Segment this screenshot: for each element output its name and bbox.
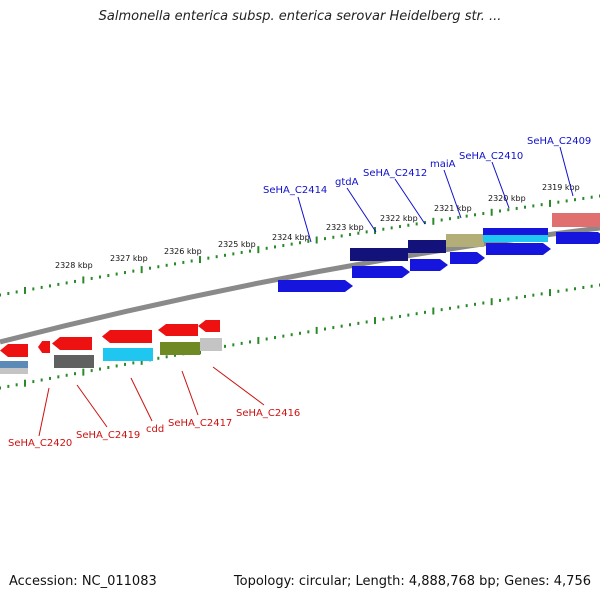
label-leader-line bbox=[38, 387, 50, 437]
label-leader-line bbox=[76, 384, 108, 428]
gene-arrow bbox=[352, 266, 410, 278]
reverse-gene-label: cdd bbox=[146, 424, 164, 435]
cog-bar bbox=[483, 228, 548, 235]
forward-gene-label: gtdA bbox=[335, 177, 359, 188]
reverse-gene-label: SeHA_C2420 bbox=[8, 438, 72, 449]
cog-bar bbox=[552, 213, 600, 227]
kbp-label: 2325 kbp bbox=[218, 240, 256, 249]
reverse-gene-label: SeHA_C2417 bbox=[168, 418, 232, 429]
gene-arrow bbox=[52, 337, 92, 350]
gene-arrow bbox=[278, 280, 353, 292]
topology-text: Topology: circular; Length: 4,888,768 bp… bbox=[233, 574, 591, 589]
cog-bar bbox=[0, 361, 28, 368]
gene-arrow bbox=[198, 320, 220, 332]
map-title: Salmonella enterica subsp. enterica sero… bbox=[98, 9, 502, 24]
gene-arrow bbox=[450, 252, 485, 264]
gene-arrow bbox=[158, 324, 198, 336]
cog-bar bbox=[160, 342, 200, 355]
forward-gene-label: maiA bbox=[430, 159, 456, 170]
gene-arrow bbox=[556, 232, 600, 244]
cog-bar bbox=[446, 234, 484, 247]
label-leader-line bbox=[346, 187, 377, 233]
kbp-label: 2326 kbp bbox=[164, 247, 202, 256]
forward-gene-label: SeHA_C2412 bbox=[363, 168, 427, 179]
label-leader-line bbox=[491, 161, 510, 209]
gene-arrow bbox=[102, 330, 152, 343]
cog-bar bbox=[54, 355, 94, 368]
kbp-label: 2319 kbp bbox=[542, 183, 580, 192]
cog-bar bbox=[350, 248, 408, 261]
label-leader-line bbox=[443, 169, 462, 219]
inner-tick-ring bbox=[0, 283, 600, 390]
cog-bar bbox=[0, 368, 28, 374]
label-leader-line bbox=[297, 196, 312, 243]
label-leader-line bbox=[130, 377, 153, 422]
label-leader-line bbox=[181, 370, 199, 416]
cog-bar bbox=[103, 348, 153, 361]
kbp-label: 2320 kbp bbox=[488, 194, 526, 203]
gene-arrow bbox=[0, 344, 28, 357]
kbp-label: 2321 kbp bbox=[434, 204, 472, 213]
label-leader-line bbox=[394, 178, 426, 225]
position-labels: 2328 kbp 2327 kbp 2326 kbp 2325 kbp 2324 kbp… bbox=[55, 183, 580, 270]
reverse-gene-label: SeHA_C2416 bbox=[236, 408, 300, 419]
cog-bar bbox=[483, 235, 548, 242]
forward-gene-label: SeHA_C2409 bbox=[527, 136, 591, 147]
gene-arrow bbox=[38, 341, 50, 353]
label-leader-line bbox=[559, 146, 574, 197]
cog-bar bbox=[200, 338, 222, 351]
kbp-label: 2328 kbp bbox=[55, 261, 93, 270]
kbp-label: 2322 kbp bbox=[380, 214, 418, 223]
kbp-label: 2327 kbp bbox=[110, 254, 148, 263]
kbp-label: 2324 kbp bbox=[272, 233, 310, 242]
cog-bar bbox=[408, 240, 446, 253]
gene-track bbox=[0, 213, 600, 374]
forward-gene-label: SeHA_C2410 bbox=[459, 151, 523, 162]
reverse-gene-label: SeHA_C2419 bbox=[76, 430, 140, 441]
forward-gene-label: SeHA_C2414 bbox=[263, 185, 327, 196]
kbp-label: 2323 kbp bbox=[326, 223, 364, 232]
gene-arrow bbox=[410, 259, 448, 271]
reverse-gene-labels: SeHA_C2420 SeHA_C2419 cdd SeHA_C2417 SeHA_C2… bbox=[8, 366, 300, 449]
outer-tick-ring bbox=[0, 194, 600, 297]
label-leader-line bbox=[212, 366, 265, 406]
gene-arrow bbox=[486, 243, 551, 255]
accession-text: Accession: NC_011083 bbox=[9, 574, 157, 589]
